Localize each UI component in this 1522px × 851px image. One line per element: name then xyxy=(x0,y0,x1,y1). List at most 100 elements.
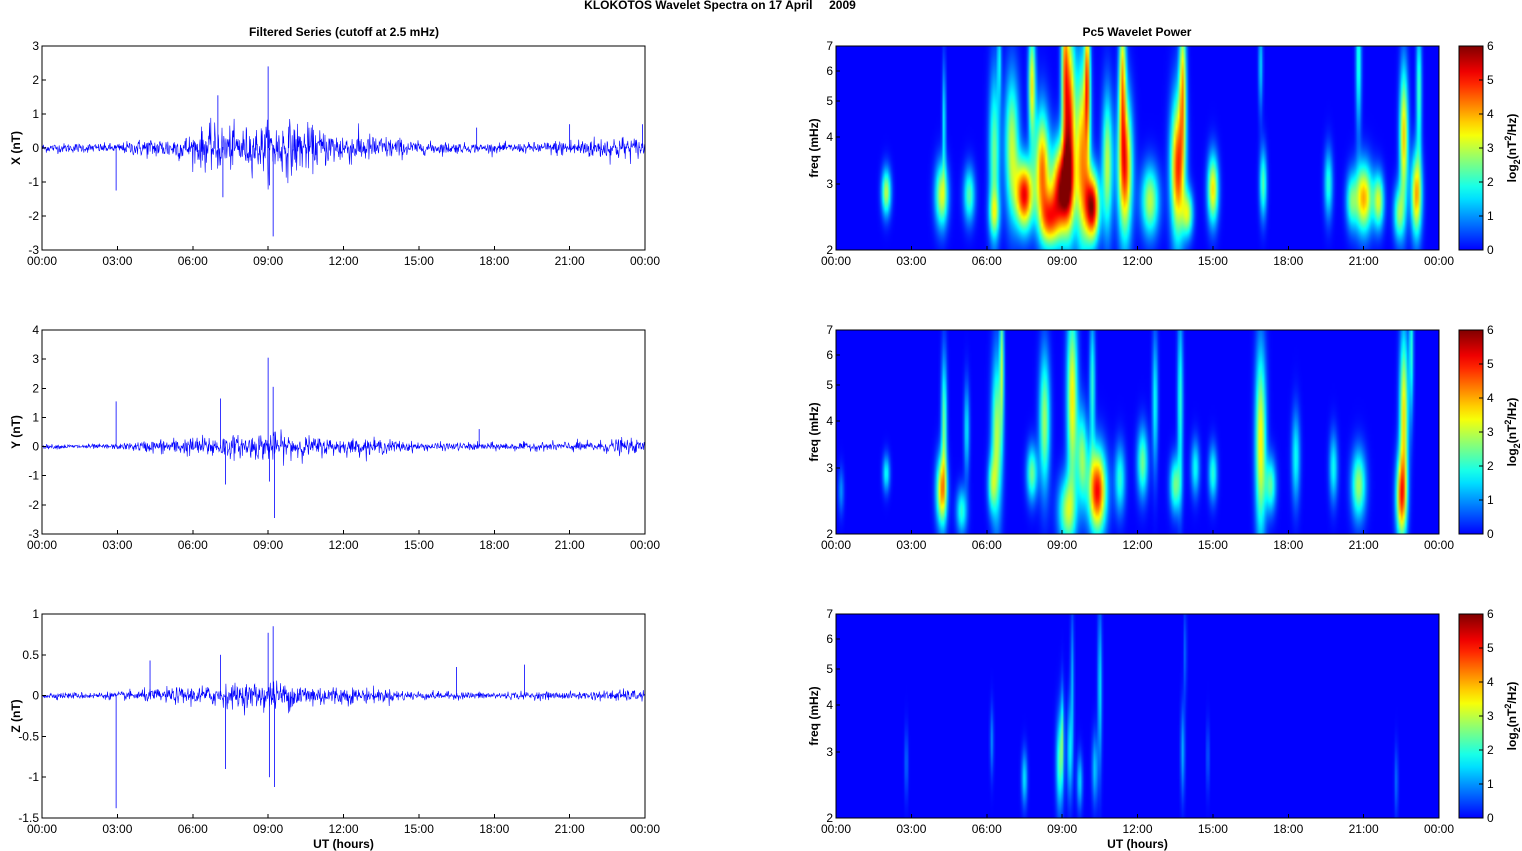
wavelet-heatmap-y xyxy=(836,330,1439,534)
wavelet-heatmap-z xyxy=(836,614,1439,818)
y-tick-label: -3 xyxy=(28,527,39,541)
x-tick-label: 09:00 xyxy=(253,822,283,836)
y-axis-label: X (nT) xyxy=(9,131,23,165)
x-tick-label: 03:00 xyxy=(102,254,132,268)
y-tick-label: 5 xyxy=(826,94,833,108)
colorbar-tick-label: 2 xyxy=(1487,175,1494,189)
colorbar-tick-label: 3 xyxy=(1487,425,1494,439)
wavelet-panel-x: 2 3 4 5 6 7 00:00 03:00 06:00 09:00 12:00 15:00 18:0… xyxy=(807,39,1522,268)
x-tick-label: 00:00 xyxy=(630,254,660,268)
x-tick-label: 03:00 xyxy=(896,538,926,552)
y-tick-label: 3 xyxy=(826,461,833,475)
x-tick-label: 03:00 xyxy=(896,254,926,268)
x-tick-label: 12:00 xyxy=(328,538,358,552)
colorbar-tick-label: 4 xyxy=(1487,675,1494,689)
x-tick-label: 00:00 xyxy=(821,822,851,836)
colorbar-tick-label: 0 xyxy=(1487,527,1494,541)
y-tick-label: 4 xyxy=(826,414,833,428)
colorbar-label: log2(nT2/Hz) xyxy=(1503,398,1522,467)
wavelet-panel-z: 2 3 4 5 6 7 00:00 03:00 06:00 09:00 12:00 15:00 18:0… xyxy=(807,607,1522,851)
x-tick-label: 03:00 xyxy=(896,822,926,836)
colorbar-tick-label: 6 xyxy=(1487,323,1494,337)
y-tick-label: 0 xyxy=(32,689,39,703)
wavelet-panel-y: 2 3 4 5 6 7 00:00 03:00 06:00 09:00 12:00 15:00 18:0… xyxy=(807,323,1522,552)
timeseries-panel-z: -1.5 -1 -0.5 0 0.5 1 00:00 03:00 06:00 09:00 12:00… xyxy=(9,607,660,851)
x-tick-label: 06:00 xyxy=(178,822,208,836)
y-axis-label: Y (nT) xyxy=(9,415,23,449)
x-tick-label: 21:00 xyxy=(1349,538,1379,552)
y-tick-label: -0.5 xyxy=(18,729,39,743)
x-tick-label: 21:00 xyxy=(555,254,585,268)
colorbar-tick-label: 6 xyxy=(1487,39,1494,53)
y-axis-label: freq (mHz) xyxy=(807,118,821,177)
y-tick-label: -2 xyxy=(28,209,39,223)
left-column-title: Filtered Series (cutoff at 2.5 mHz) xyxy=(249,25,439,39)
colorbar-tick-label: 4 xyxy=(1487,391,1494,405)
colorbar-tick-label: 5 xyxy=(1487,641,1494,655)
y-tick-label: 2 xyxy=(32,73,39,87)
colorbar-tick-label: 2 xyxy=(1487,743,1494,757)
x-tick-label: 09:00 xyxy=(253,538,283,552)
x-tick-label: 18:00 xyxy=(1273,822,1303,836)
y-tick-label: 6 xyxy=(826,64,833,78)
y-tick-label: 0 xyxy=(32,440,39,454)
y-tick-label: 2 xyxy=(32,381,39,395)
x-tick-label: 06:00 xyxy=(972,822,1002,836)
y-axis-label: freq (mHz) xyxy=(807,402,821,461)
x-tick-label: 12:00 xyxy=(328,254,358,268)
y-tick-label: -2 xyxy=(28,498,39,512)
x-axis-label: UT (hours) xyxy=(1107,837,1168,851)
x-tick-label: 12:00 xyxy=(1122,254,1152,268)
y-tick-label: 0 xyxy=(32,141,39,155)
x-tick-label: 18:00 xyxy=(1273,538,1303,552)
x-tick-label: 00:00 xyxy=(630,822,660,836)
y-tick-label: -3 xyxy=(28,243,39,257)
y-tick-label: -1 xyxy=(28,175,39,189)
colorbar-tick-label: 3 xyxy=(1487,141,1494,155)
x-tick-label: 12:00 xyxy=(328,822,358,836)
x-tick-label: 06:00 xyxy=(178,254,208,268)
x-tick-label: 03:00 xyxy=(102,538,132,552)
colorbar-label: log2(nT2/Hz) xyxy=(1503,682,1522,751)
colorbar-tick-label: 5 xyxy=(1487,357,1494,371)
colorbar-label: log2(nT2/Hz) xyxy=(1503,114,1522,183)
colorbar-tick-label: 0 xyxy=(1487,243,1494,257)
y-tick-label: 5 xyxy=(826,662,833,676)
x-tick-label: 12:00 xyxy=(1122,538,1152,552)
y-axis-label: freq (mHz) xyxy=(807,686,821,745)
colorbar-tick-label: 5 xyxy=(1487,73,1494,87)
plot-area xyxy=(42,614,645,818)
y-axis-label: Z (nT) xyxy=(9,699,23,732)
y-tick-label: 4 xyxy=(32,323,39,337)
x-tick-label: 15:00 xyxy=(1198,538,1228,552)
x-tick-label: 06:00 xyxy=(972,538,1002,552)
x-tick-label: 00:00 xyxy=(27,538,57,552)
x-tick-label: 09:00 xyxy=(253,254,283,268)
colorbar-tick-label: 6 xyxy=(1487,607,1494,621)
y-tick-label: 2 xyxy=(826,243,833,257)
x-tick-label: 12:00 xyxy=(1122,822,1152,836)
timeseries-panel-x: -3 -2 -1 0 1 2 3 00:00 03:00 06:00 09:00 12:00 15:00… xyxy=(9,39,660,268)
y-tick-label: 7 xyxy=(826,39,833,53)
x-tick-label: 15:00 xyxy=(404,254,434,268)
y-tick-label: 7 xyxy=(826,607,833,621)
y-tick-label: 3 xyxy=(826,177,833,191)
wavelet-heatmap-x xyxy=(836,46,1439,250)
x-tick-label: 21:00 xyxy=(1349,822,1379,836)
x-tick-label: 00:00 xyxy=(1424,254,1454,268)
x-tick-label: 00:00 xyxy=(1424,538,1454,552)
x-tick-label: 18:00 xyxy=(479,822,509,836)
y-tick-label: 3 xyxy=(32,352,39,366)
x-tick-label: 00:00 xyxy=(27,254,57,268)
colorbar: 0 1 2 3 4 5 6 log2(nT2/Hz) xyxy=(1458,39,1522,257)
x-tick-label: 09:00 xyxy=(1047,538,1077,552)
timeseries-panel-y: -3 -2 -1 0 1 2 3 4 00:00 03:00 06:00 09:00 12:00 15:0… xyxy=(9,323,660,552)
y-tick-label: 1 xyxy=(32,410,39,424)
y-tick-label: 3 xyxy=(826,745,833,759)
y-tick-label: 0.5 xyxy=(22,648,39,662)
x-tick-label: 18:00 xyxy=(479,254,509,268)
colorbar: 0 1 2 3 4 5 6 log2(nT2/Hz) xyxy=(1458,323,1522,541)
x-tick-label: 15:00 xyxy=(404,822,434,836)
colorbar-tick-label: 2 xyxy=(1487,459,1494,473)
